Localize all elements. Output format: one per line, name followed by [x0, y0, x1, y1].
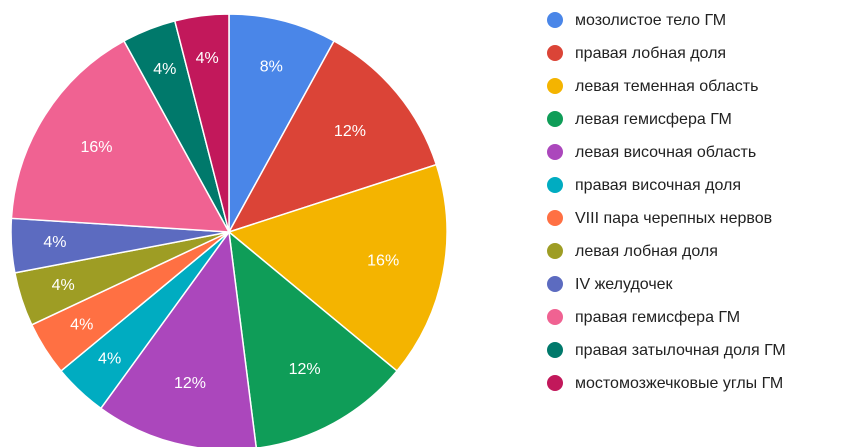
legend-marker [547, 342, 563, 358]
legend-label: левая теменная область [575, 78, 758, 95]
legend-label: правая лобная доля [575, 45, 726, 62]
legend-marker [547, 78, 563, 94]
slice-value-label: 4% [153, 61, 176, 78]
legend-marker [547, 144, 563, 160]
slice-value-label: 16% [367, 253, 399, 270]
legend-marker [547, 243, 563, 259]
slice-value-label: 12% [289, 361, 321, 378]
legend-label: VIII пара черепных нервов [575, 210, 772, 227]
slice-value-label: 4% [43, 234, 66, 251]
legend-marker [547, 276, 563, 292]
slice-value-label: 4% [70, 317, 93, 334]
legend-marker [547, 177, 563, 193]
legend-label: мозолистое тело ГМ [575, 12, 726, 29]
slice-value-label: 12% [334, 123, 366, 140]
legend-label: левая височная область [575, 144, 756, 161]
slice-value-label: 16% [80, 139, 112, 156]
legend: мозолистое тело ГМ правая лобная доля лева… [547, 12, 786, 392]
slice-value-label: 4% [98, 350, 121, 367]
slice-value-label: 4% [52, 277, 75, 294]
legend-label: IV желудочек [575, 276, 674, 293]
slice-value-label: 4% [196, 50, 219, 67]
legend-label: правая височная доля [575, 177, 741, 194]
legend-marker [547, 12, 563, 28]
legend-marker [547, 210, 563, 226]
slice-value-label: 12% [174, 375, 206, 392]
legend-label: правая затылочная доля ГМ [575, 342, 786, 359]
legend-label: мостомозжечковые углы ГМ [575, 375, 783, 392]
pie-slices [11, 14, 447, 447]
legend-marker [547, 45, 563, 61]
legend-marker [547, 375, 563, 391]
legend-label: левая гемисфера ГМ [575, 111, 732, 128]
legend-marker [547, 309, 563, 325]
legend-marker [547, 111, 563, 127]
slice-value-label: 8% [260, 59, 283, 76]
legend-label: правая гемисфера ГМ [575, 309, 740, 326]
legend-label: левая лобная доля [575, 243, 718, 260]
